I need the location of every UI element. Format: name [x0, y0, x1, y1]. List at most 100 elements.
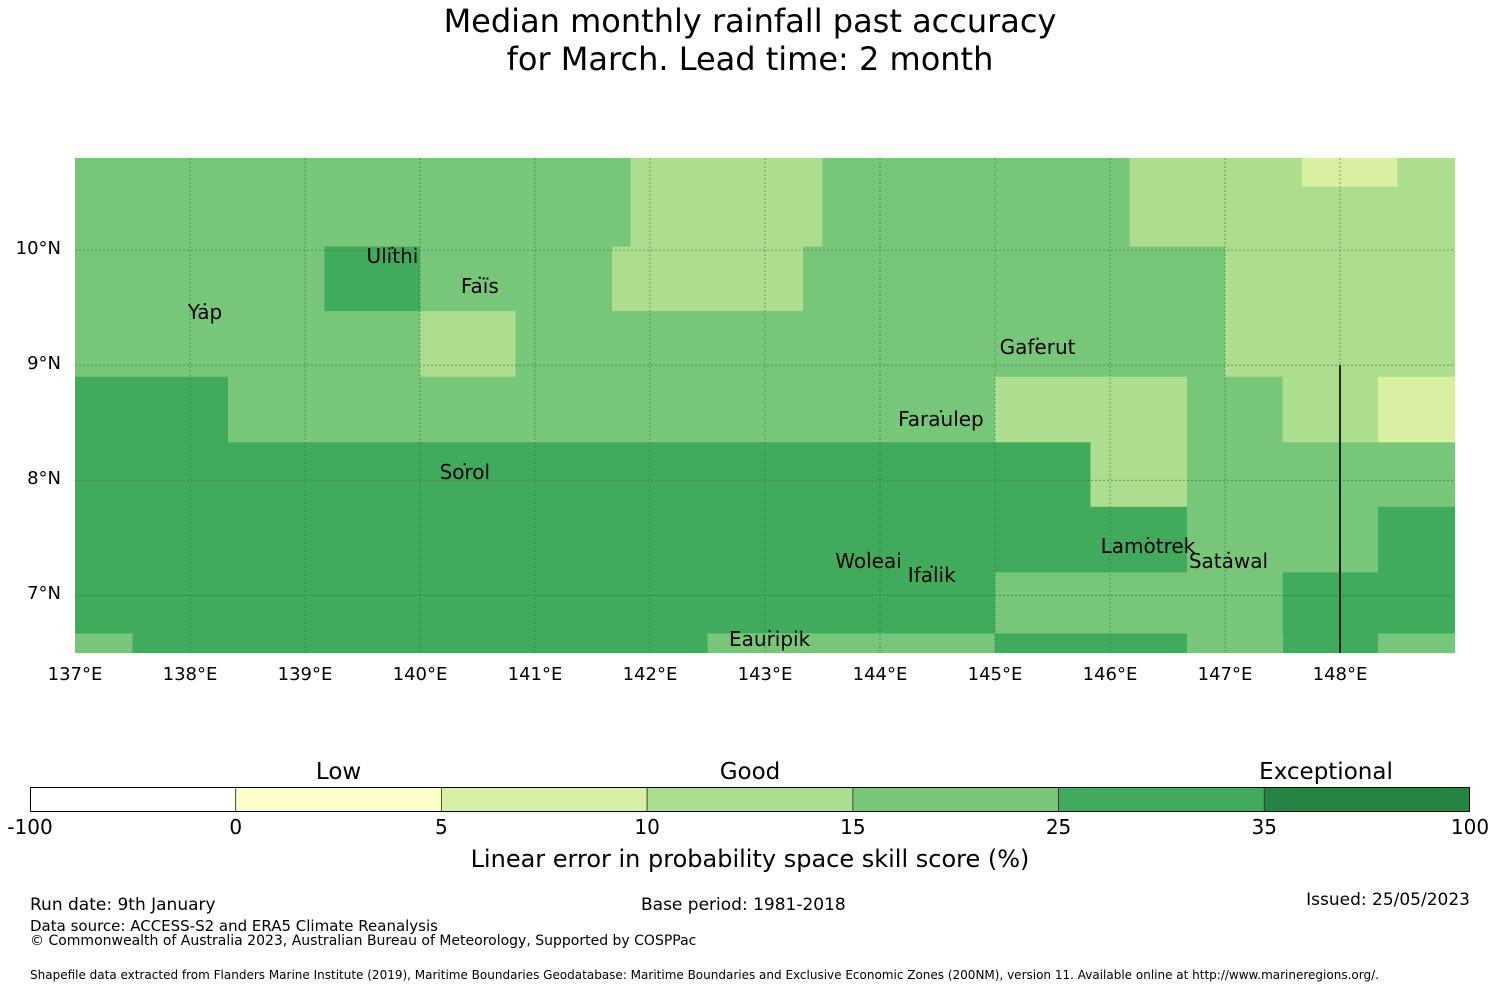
- shapefile-credit: Shapefile data extracted from Flanders M…: [30, 968, 1379, 982]
- skill-cell: [822, 158, 1131, 248]
- skill-cell: [1378, 633, 1455, 653]
- place-label: Satawal: [1188, 548, 1269, 573]
- skill-cell: [803, 246, 1131, 378]
- skill-cell: [1187, 572, 1284, 634]
- latitude-tick-label: 8°N: [27, 468, 61, 490]
- legend-swatch: [646, 787, 854, 812]
- longitude-tick-label: 137°E: [47, 664, 103, 685]
- legend-category-label: Good: [719, 759, 781, 785]
- skill-cell: [1187, 376, 1284, 443]
- longitude-tick-label: 140°E: [392, 664, 448, 685]
- place-label: Gaferut: [999, 334, 1076, 359]
- skill-cell: [1187, 506, 1379, 573]
- place-label: Ifalik: [907, 562, 956, 587]
- copyright: © Commonwealth of Australia 2023, Austra…: [30, 933, 697, 949]
- place-label: Ulithi: [366, 243, 419, 268]
- legend-category-label: Low: [315, 759, 362, 785]
- legend-tick-label: 25: [1045, 815, 1072, 839]
- island-marker: [1036, 337, 1039, 340]
- skill-cell: [1090, 442, 1188, 508]
- longitude-tick-label: 142°E: [622, 664, 678, 685]
- skill-cell: [995, 376, 1188, 443]
- place-label: Faraulep: [898, 407, 984, 432]
- island-marker: [1146, 536, 1150, 540]
- island-marker: [478, 276, 481, 279]
- island-marker: [930, 565, 933, 568]
- place-markers: [203, 246, 1230, 633]
- chart-title-line1: Median monthly rainfall past accuracy: [443, 2, 1057, 40]
- island-marker: [203, 303, 207, 306]
- run-date: Run date: 9th January: [30, 895, 216, 915]
- island-marker: [1227, 551, 1230, 554]
- skill-cell: [1302, 186, 1455, 248]
- skill-cell: [420, 311, 517, 378]
- skill-cell: [995, 633, 1188, 653]
- legend-axis-label: Linear error in probability space skill …: [470, 845, 1030, 873]
- legend-swatch: [1058, 787, 1265, 812]
- skill-cell: [75, 246, 326, 378]
- skill-cell: [1378, 376, 1455, 443]
- skill-cell: [1129, 246, 1226, 312]
- longitude-tick-label: 146°E: [1082, 664, 1138, 685]
- legend-swatch: [1263, 787, 1470, 812]
- skill-cell: [228, 376, 996, 443]
- skill-cell: [1129, 186, 1303, 248]
- legend-swatch: [30, 787, 237, 812]
- longitude-tick-label: 138°E: [162, 664, 218, 685]
- skill-cell: [1397, 158, 1455, 188]
- place-label: Sorol: [439, 460, 491, 485]
- skill-cell: [75, 158, 632, 248]
- skill-cell: [1378, 506, 1455, 573]
- skill-map: [75, 158, 1455, 653]
- legend-tick-label: 0: [229, 815, 243, 839]
- island-marker: [463, 463, 466, 466]
- longitude-tick-label: 139°E: [277, 664, 333, 685]
- legend-tick-label: 100: [1450, 815, 1490, 839]
- skill-cell: [707, 633, 996, 653]
- legend-tick-label: 5: [435, 815, 448, 839]
- legend-outline: [30, 787, 1470, 812]
- skill-cell: [1090, 506, 1188, 573]
- skill-cells: [75, 158, 1455, 653]
- island-marker: [768, 629, 771, 633]
- legend-category-label: Exceptional: [1259, 759, 1393, 785]
- longitude-tick-label: 147°E: [1197, 664, 1253, 685]
- latitude-tick-label: 10°N: [15, 238, 61, 260]
- legend-swatch: [441, 787, 648, 812]
- skill-cell: [1282, 376, 1379, 443]
- legend-tick-label: 15: [840, 815, 866, 839]
- issued-date: Issued: 25/05/2023: [1306, 890, 1470, 910]
- legend-tick-label: 10: [634, 815, 660, 839]
- legend-tick-label: -100: [7, 815, 53, 839]
- place-label: Faïs: [460, 273, 499, 298]
- skill-cell: [612, 246, 804, 312]
- place-label: Eauripik: [729, 627, 811, 652]
- longitude-tick-label: 141°E: [507, 664, 563, 685]
- legend-colorbar: [30, 787, 1470, 812]
- skill-cell: [1378, 572, 1455, 634]
- place-label: Woleai: [835, 548, 902, 573]
- longitude-tick-label: 143°E: [737, 664, 793, 685]
- latitude-tick-label: 7°N: [27, 583, 61, 605]
- graticule: [75, 158, 1455, 653]
- skill-cell: [324, 246, 421, 312]
- island-marker: [867, 551, 870, 554]
- island-marker: [391, 246, 394, 249]
- skill-cell: [75, 633, 134, 653]
- chart-title-line2: for March. Lead time: 2 month: [506, 40, 994, 78]
- skill-cell: [75, 442, 1092, 634]
- longitude-tick-label: 148°E: [1312, 664, 1368, 685]
- skill-cell: [995, 572, 1188, 634]
- latitude-tick-label: 9°N: [27, 353, 61, 375]
- longitude-tick-label: 145°E: [967, 664, 1023, 685]
- legend-swatch: [235, 787, 442, 812]
- skill-cell: [1187, 442, 1455, 508]
- skill-cell: [75, 376, 229, 443]
- base-period: Base period: 1981-2018: [641, 895, 846, 915]
- skill-cell: [612, 311, 804, 378]
- skill-cell: [324, 311, 421, 378]
- place-label: Yap: [187, 300, 223, 325]
- skill-cell: [1129, 311, 1226, 378]
- data-source: Data source: ACCESS-S2 and ERA5 Climate …: [30, 917, 438, 935]
- skill-cell: [420, 246, 517, 312]
